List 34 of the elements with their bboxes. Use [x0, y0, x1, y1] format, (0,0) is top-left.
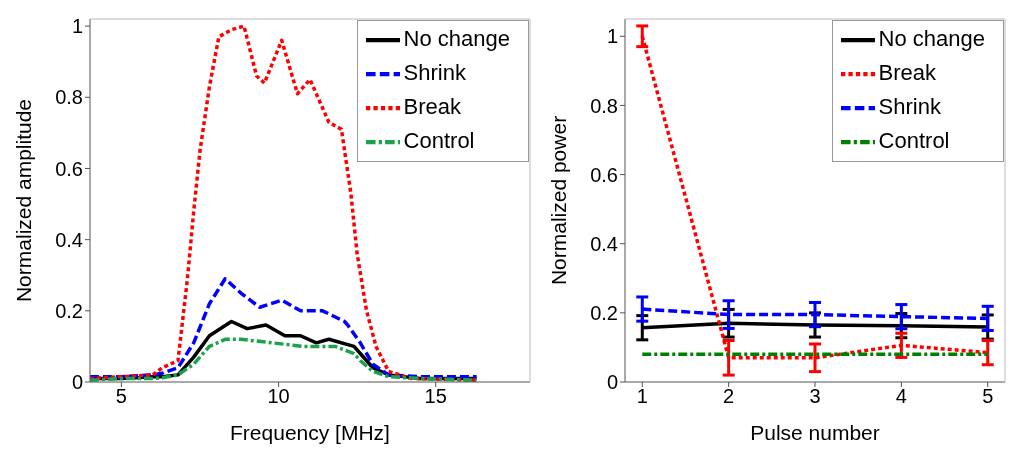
- x-tick-label: 15: [424, 385, 447, 408]
- y-tick-label: 1: [71, 15, 83, 38]
- legend-label: Control: [878, 127, 950, 153]
- y-tick-label: 0.8: [590, 94, 618, 117]
- legend-label: Break: [403, 93, 462, 119]
- y-axis-title: Normalized power: [547, 115, 571, 286]
- x-tick-label: 10: [267, 385, 290, 408]
- y-tick-label: 0.6: [55, 157, 83, 180]
- legend-label: No change: [878, 25, 985, 51]
- x-tick-label: 2: [723, 385, 735, 408]
- x-tick-label: 5: [115, 385, 127, 408]
- y-tick-label: 0: [71, 371, 83, 394]
- legend-label: No change: [403, 25, 510, 51]
- y-tick-label: 0.2: [55, 299, 83, 322]
- x-axis-title: Frequency [MHz]: [230, 421, 390, 444]
- y-tick-label: 0.6: [590, 163, 618, 186]
- y-axis-title: Normalized amplitude: [12, 98, 36, 303]
- x-tick-label: 4: [895, 385, 907, 408]
- x-tick-label: 3: [809, 385, 821, 408]
- y-tick-label: 0.4: [590, 232, 618, 255]
- y-tick-label: 0.8: [55, 86, 83, 109]
- legend-label: Shrink: [878, 93, 941, 119]
- x-tick-label: 1: [636, 385, 648, 408]
- y-tick-label: 1: [606, 25, 618, 48]
- legend-label: Shrink: [403, 59, 466, 85]
- y-tick-label: 0: [606, 371, 618, 394]
- line-series: [90, 337, 479, 382]
- legend-label: Break: [878, 59, 937, 85]
- x-axis-title: Pulse number: [750, 421, 880, 444]
- x-tick-label: 5: [982, 385, 994, 408]
- legend-label: Control: [403, 127, 475, 153]
- y-tick-label: 0.4: [55, 228, 83, 251]
- line-series: [90, 277, 479, 379]
- y-tick-label: 0.2: [590, 301, 618, 324]
